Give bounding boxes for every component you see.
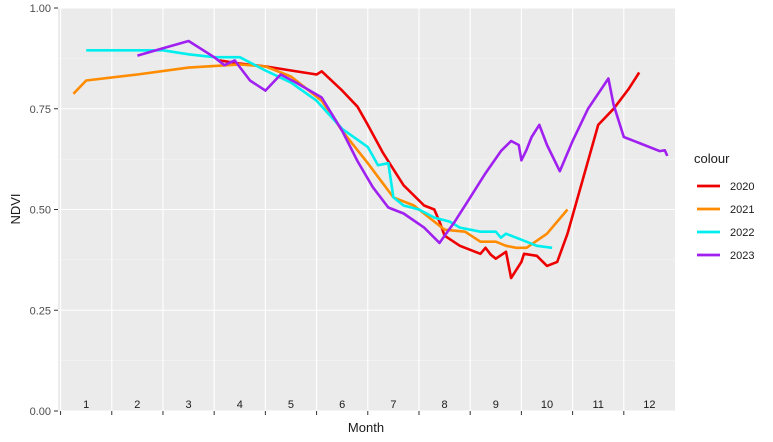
month-label: 5 [288, 399, 294, 411]
legend-label-2023: 2023 [730, 250, 754, 262]
legend-label-2022: 2022 [730, 227, 754, 239]
y-tick-label: 1.00 [30, 3, 51, 15]
series-line-2022 [86, 49, 553, 250]
month-label: 9 [493, 399, 499, 411]
month-label: 1 [83, 399, 89, 411]
month-label: 4 [237, 399, 243, 411]
y-axis: 0.00 0.25 0.50 0.75 1.00 [30, 3, 58, 418]
series-line-2020 [219, 59, 641, 280]
month-label: 6 [339, 399, 345, 411]
legend-label-2021: 2021 [730, 204, 754, 216]
month-label: 2 [134, 399, 140, 411]
x-axis-title: Month [348, 420, 384, 435]
x-axis [60, 411, 625, 415]
y-tick-label: 0.75 [30, 104, 51, 116]
y-axis-title: NDVI [8, 193, 23, 224]
series-lines [72, 39, 669, 280]
month-label: 7 [390, 399, 396, 411]
legend-title: colour [694, 151, 730, 166]
y-tick-label: 0.00 [30, 406, 51, 418]
month-label: 10 [541, 399, 553, 411]
y-tick-label: 0.50 [30, 205, 51, 217]
month-labels: 1 2 3 4 5 6 7 8 9 10 11 12 [83, 399, 655, 411]
legend-label-2020: 2020 [730, 181, 754, 193]
legend: colour 2020 2021 2022 2023 [694, 151, 754, 262]
series-line-2021 [72, 63, 569, 250]
y-tick-label: 0.25 [30, 305, 51, 317]
month-label: 11 [592, 399, 603, 411]
month-label: 3 [186, 399, 192, 411]
major-gridlines [58, 7, 675, 412]
month-label: 12 [643, 399, 655, 411]
series-line-2023 [137, 39, 669, 245]
month-label: 8 [442, 399, 448, 411]
